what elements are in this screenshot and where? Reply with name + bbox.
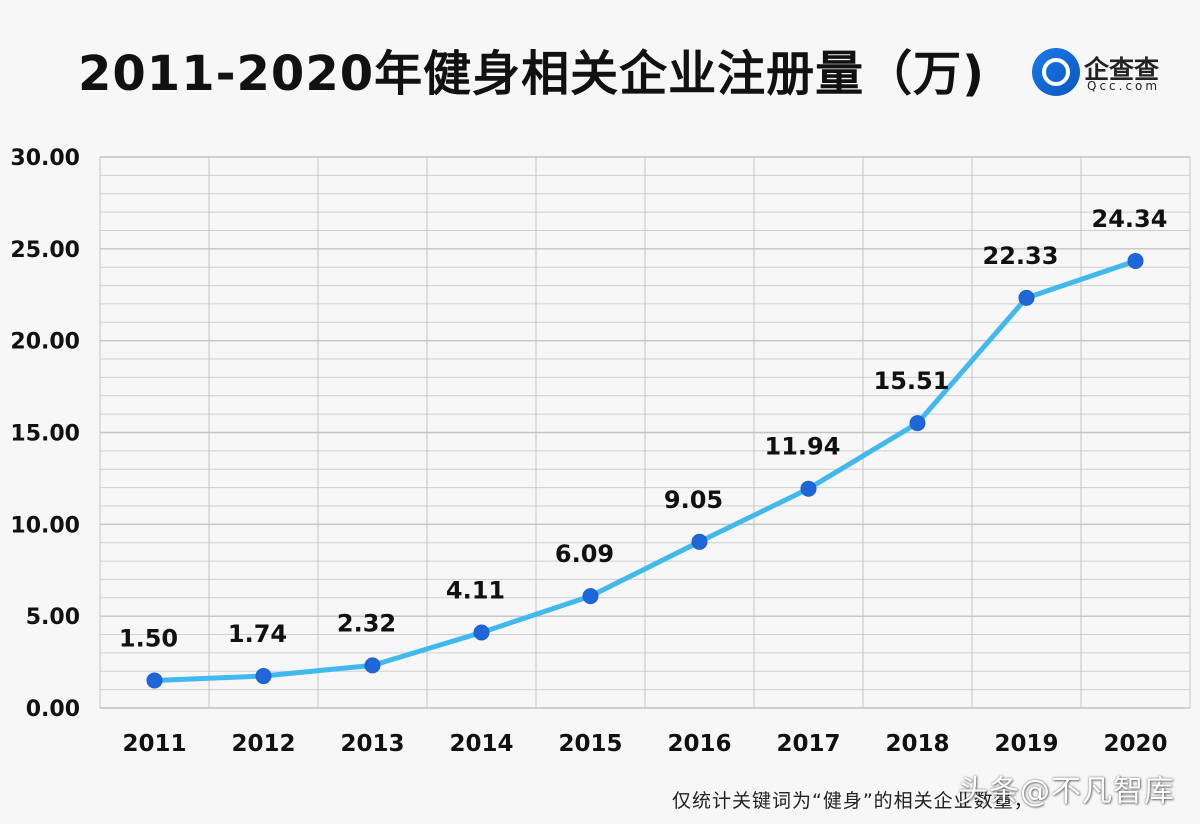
chart-title: 2011-2020年健身相关企业注册量（万)	[78, 46, 986, 102]
x-tick-label: 2017	[776, 731, 840, 757]
data-point	[146, 672, 163, 689]
y-tick-label: 5.00	[26, 605, 80, 630]
brand-url: Qcc.com	[1087, 79, 1161, 93]
chart-axes: 0.00 5.00 10.00 15.00 20.00 25.00 30.00 2011 201…	[10, 146, 1167, 757]
data-label: 11.94	[765, 433, 841, 461]
data-point	[800, 480, 817, 497]
data-label: 24.34	[1092, 205, 1168, 233]
qcc-logo-icon	[1032, 48, 1080, 96]
chart-grid	[99, 156, 1191, 709]
data-point	[909, 415, 926, 432]
brand-logo: 企查查 Qcc.com	[1032, 48, 1172, 104]
x-tick-label: 2013	[340, 731, 404, 757]
x-tick-label: 2014	[449, 731, 513, 757]
y-tick-label: 25.00	[10, 238, 80, 263]
y-tick-label: 20.00	[10, 330, 80, 355]
y-tick-label: 15.00	[10, 422, 80, 447]
chart-labels: 1.50 1.74 2.32 4.11 6.09 9.05 11.94 15.51 22.33 2…	[119, 205, 1168, 652]
data-label: 1.74	[228, 620, 287, 648]
data-label: 9.05	[664, 486, 723, 514]
data-label: 6.09	[555, 540, 614, 568]
x-tick-label: 2016	[667, 731, 731, 757]
data-point	[364, 657, 381, 674]
data-label: 1.50	[119, 624, 178, 652]
x-tick-label: 2018	[885, 731, 949, 757]
series-line	[152, 258, 1138, 683]
footer-note: 仅统计关键词为“健身”的相关企业数量，	[672, 790, 1034, 812]
data-point	[1018, 289, 1035, 306]
x-tick-label: 2019	[994, 731, 1058, 757]
chart-series	[146, 252, 1144, 689]
data-label: 4.11	[446, 577, 505, 605]
data-label: 15.51	[874, 367, 950, 395]
x-tick-label: 2011	[122, 731, 186, 757]
brand-name: 企查查	[1084, 55, 1160, 84]
y-tick-label: 0.00	[26, 697, 80, 722]
data-point	[255, 668, 272, 685]
y-tick-label: 30.00	[10, 146, 80, 171]
data-point	[691, 533, 708, 550]
data-point	[473, 624, 490, 641]
y-tick-label: 10.00	[10, 513, 80, 538]
data-label: 2.32	[337, 609, 396, 637]
data-label: 22.33	[983, 242, 1059, 270]
x-tick-label: 2012	[231, 731, 295, 757]
x-tick-label: 2015	[558, 731, 622, 757]
watermark-text: 头条@不凡智库	[958, 774, 1175, 809]
data-point	[582, 588, 599, 605]
data-point	[1127, 252, 1144, 269]
x-tick-label: 2020	[1103, 731, 1167, 757]
